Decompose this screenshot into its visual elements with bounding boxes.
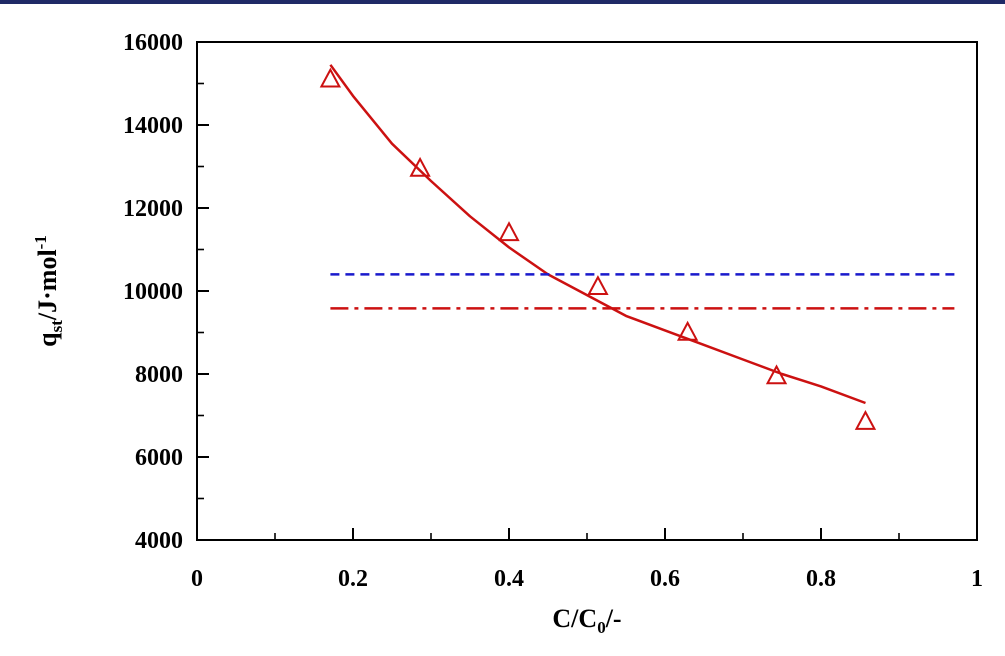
y-tick-label: 12000: [123, 196, 183, 222]
triangle-marker: [319, 67, 342, 88]
y-tick-label: 8000: [135, 362, 183, 388]
triangle-marker: [854, 410, 877, 430]
x-tick-label: 0.8: [806, 566, 836, 592]
y-axis-title: qst/J·mol-1: [31, 235, 66, 347]
y-axis-title-sub: st: [47, 320, 66, 333]
x-axis-title-main: C/C: [552, 604, 597, 633]
y-axis-title-main: q: [33, 332, 62, 347]
triangle-marker: [498, 221, 520, 242]
triangle-marker: [587, 275, 609, 296]
y-axis-title-sup: -1: [31, 235, 50, 249]
triangle-marker: [676, 320, 699, 341]
plot-area-frame: [196, 41, 978, 541]
y-tick-label: 6000: [135, 445, 183, 471]
triangle-marker: [409, 156, 431, 177]
series-lines: [329, 64, 955, 405]
x-axis-title-tail: /-: [605, 604, 622, 633]
y-tick-label: 14000: [123, 113, 183, 139]
x-tick-label: 0: [191, 566, 203, 592]
x-tick-label: 0.6: [650, 566, 680, 592]
fit-curve: [329, 64, 866, 405]
data-markers: [319, 67, 877, 430]
y-axis-ticks: 4000 6000 8000 10000 12000 14000 16000: [123, 30, 209, 554]
x-axis-title-sub: 0: [597, 618, 606, 637]
x-tick-label: 0.4: [494, 566, 524, 592]
header-rule: [0, 0, 1005, 4]
x-tick-label: 0.2: [338, 566, 368, 592]
y-axis-title-mid: /J·mol: [33, 249, 62, 321]
y-tick-label: 4000: [135, 528, 183, 554]
x-tick-label: 1: [971, 566, 983, 592]
triangle-marker: [765, 364, 788, 385]
y-tick-label: 16000: [123, 30, 183, 56]
y-tick-label: 10000: [123, 279, 183, 305]
x-axis-title: C/C0/-: [552, 604, 621, 637]
x-axis-ticks: 0 0.2 0.4 0.6 0.8 1: [191, 528, 983, 592]
